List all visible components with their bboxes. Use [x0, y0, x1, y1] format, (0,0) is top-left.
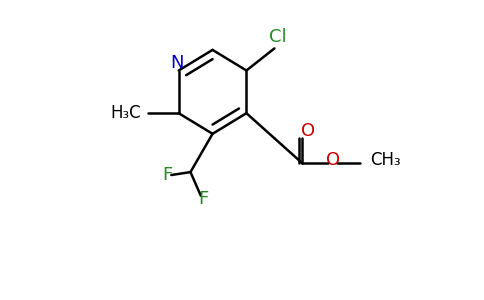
Text: Cl: Cl — [269, 28, 286, 46]
Text: N: N — [170, 54, 184, 72]
Text: O: O — [301, 122, 315, 140]
Text: H₃C: H₃C — [110, 104, 141, 122]
Text: F: F — [162, 166, 172, 184]
Text: CH₃: CH₃ — [370, 151, 401, 169]
Text: F: F — [198, 190, 209, 208]
Text: O: O — [326, 151, 340, 169]
